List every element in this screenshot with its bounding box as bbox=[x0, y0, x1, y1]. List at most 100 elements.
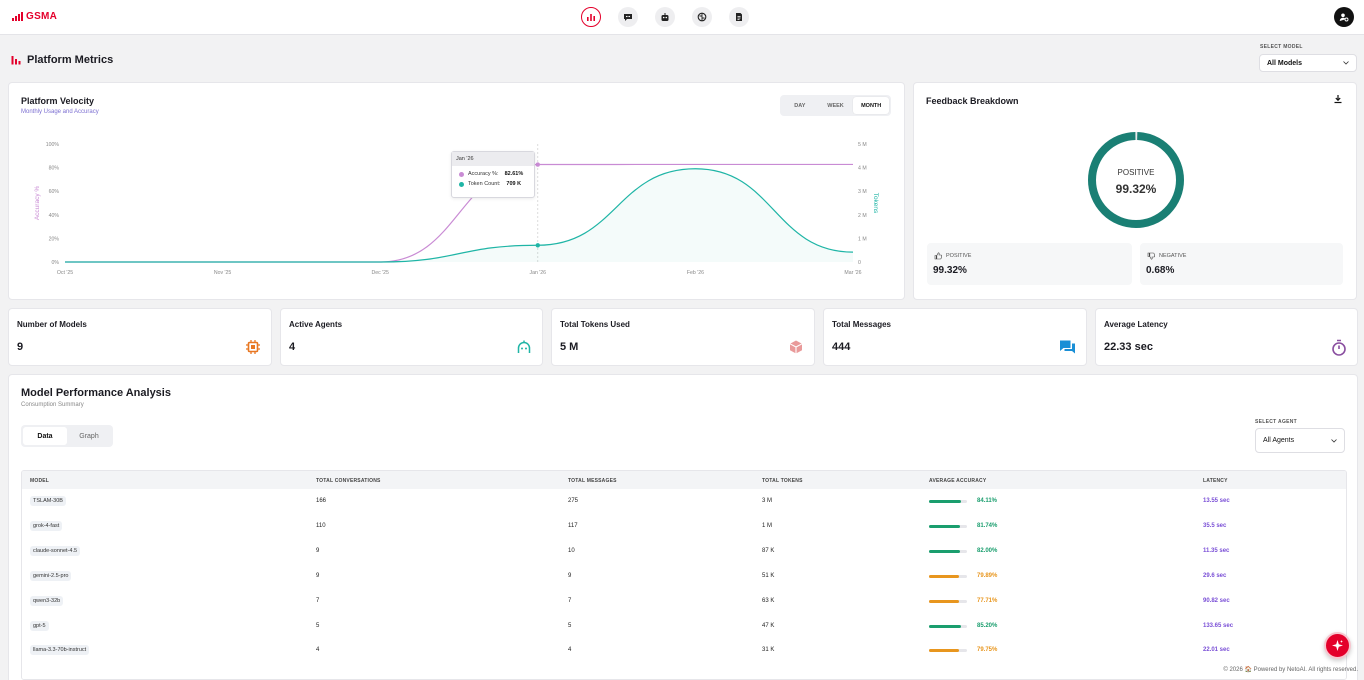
nav-chat[interactable] bbox=[618, 7, 638, 27]
tab-data[interactable]: Data bbox=[23, 427, 67, 445]
donut-center-value: 99.32% bbox=[1115, 182, 1157, 196]
column-header[interactable]: AVERAGE ACCURACY bbox=[929, 478, 987, 484]
cell-accuracy: 77.71% bbox=[977, 597, 998, 604]
analysis-card bbox=[8, 374, 1358, 680]
brain-icon bbox=[697, 12, 707, 22]
cube-icon bbox=[789, 340, 803, 354]
chip-icon bbox=[246, 340, 260, 354]
velocity-title: Platform Velocity bbox=[21, 96, 95, 106]
stat-card-agents: Active Agents 4 bbox=[280, 308, 543, 366]
sparkle-icon bbox=[1332, 640, 1343, 651]
nav-metrics[interactable] bbox=[581, 7, 601, 27]
tab-graph[interactable]: Graph bbox=[79, 432, 99, 440]
x-tick-label: Mar '26 bbox=[844, 270, 861, 276]
accuracy-bar-fill bbox=[929, 599, 959, 603]
column-header[interactable]: TOTAL MESSAGES bbox=[568, 478, 617, 484]
footer-text: © 2026 🏠 Powered by NetoAI. All rights r… bbox=[1223, 667, 1358, 673]
table-row[interactable]: qwen3-32b 7 7 63 K 77.71% 90.82 sec bbox=[22, 589, 1346, 614]
stat-value: 4 bbox=[289, 341, 296, 353]
cell-accuracy: 79.75% bbox=[977, 647, 998, 654]
stat-card-messages: Total Messages 444 bbox=[823, 308, 1087, 366]
metrics-icon bbox=[11, 56, 21, 65]
stat-value: 22.33 sec bbox=[1104, 341, 1153, 353]
range-week-button[interactable]: WEEK bbox=[827, 102, 844, 109]
range-day-button[interactable]: DAY bbox=[794, 102, 806, 109]
cell-accuracy: 85.20% bbox=[977, 622, 998, 629]
positive-tile: POSITIVE 99.32% bbox=[927, 243, 1132, 285]
ai-assistant-button[interactable] bbox=[1324, 632, 1351, 659]
accuracy-bar bbox=[929, 649, 967, 653]
accuracy-bar bbox=[929, 599, 967, 603]
range-month-button[interactable]: MONTH bbox=[853, 97, 890, 114]
gsma-logo[interactable]: GSMA bbox=[12, 11, 57, 22]
range-toggle: DAY WEEK MONTH bbox=[780, 95, 891, 116]
x-tick-label: Feb '26 bbox=[687, 270, 704, 276]
tooltip-tokens-label: Token Count: bbox=[468, 181, 501, 187]
y-left-tick-label: 80% bbox=[49, 166, 60, 172]
table-row[interactable]: gemini-2.5-pro 9 9 51 K 79.89% 29.6 sec bbox=[22, 564, 1346, 589]
download-icon[interactable] bbox=[1333, 94, 1343, 104]
y-right-tick-label: 5 M bbox=[858, 142, 867, 148]
velocity-chart[interactable]: 0% 20% 40% 60% 80% 100% 0 1 M 2 M 3 M 4 M 5 M Oct '2… bbox=[22, 136, 882, 278]
donut-positive-arc bbox=[1088, 132, 1184, 228]
model-select-value: All Models bbox=[1267, 59, 1303, 67]
series-area-tokens bbox=[65, 168, 853, 262]
tokens-point bbox=[535, 243, 540, 248]
agent-select[interactable]: All Agents bbox=[1255, 428, 1345, 453]
analysis-subtitle: Consumption Summary bbox=[21, 402, 84, 408]
footer: © 2026 🏠 Powered by NetoAI. All rights r… bbox=[1223, 666, 1358, 673]
stat-card-latency: Average Latency 22.33 sec bbox=[1095, 308, 1358, 366]
logo-bars-icon bbox=[12, 12, 23, 21]
positive-label-row: POSITIVE bbox=[934, 252, 971, 260]
table-header: MODEL TOTAL CONVERSATIONS TOTAL MESSAGES… bbox=[22, 471, 1346, 489]
y-left-tick-label: 20% bbox=[49, 236, 60, 242]
y-left-tick-label: 0% bbox=[52, 260, 60, 266]
stat-title: Total Messages bbox=[832, 320, 891, 329]
y-right-tick-label: 1 M bbox=[858, 236, 867, 242]
accuracy-bar-fill bbox=[929, 649, 960, 653]
table-row[interactable]: llama-3.3-70b-instruct 4 4 31 K 79.75% 22.01 … bbox=[22, 638, 1346, 663]
model-name-badge: llama-3.3-70b-instruct bbox=[30, 645, 90, 656]
model-select[interactable]: All Models bbox=[1259, 54, 1357, 72]
accuracy-bar bbox=[929, 574, 967, 578]
table-row[interactable]: grok-4-fast 110 117 1 M 81.74% 35.5 sec bbox=[22, 514, 1346, 539]
tooltip-tokens-row: Token Count: 709 K bbox=[452, 177, 534, 187]
y-left-tick-label: 40% bbox=[49, 213, 60, 219]
negative-value: 0.68% bbox=[1146, 265, 1175, 276]
column-header[interactable]: MODEL bbox=[30, 478, 50, 484]
agent-select-label: SELECT AGENT bbox=[1255, 419, 1298, 425]
cell-latency: 133.65 sec bbox=[1203, 622, 1234, 629]
accuracy-bar bbox=[929, 624, 967, 628]
chevron-down-icon bbox=[1331, 438, 1337, 443]
cell-latency: 22.01 sec bbox=[1203, 647, 1230, 654]
stat-value: 5 M bbox=[560, 341, 579, 353]
model-name-badge: gpt-5 bbox=[30, 620, 49, 631]
nav-docs[interactable] bbox=[729, 7, 749, 27]
positive-value: 99.32% bbox=[933, 265, 967, 276]
tooltip-accuracy-label: Accuracy %: bbox=[468, 171, 499, 177]
column-header[interactable]: LATENCY bbox=[1203, 478, 1228, 484]
chart-tooltip: Jan '26 Accuracy %: 82.61% Token Count: … bbox=[451, 151, 535, 198]
cell-accuracy: 81.74% bbox=[977, 522, 998, 529]
main-nav bbox=[581, 7, 749, 27]
column-header[interactable]: TOTAL TOKENS bbox=[762, 478, 803, 484]
column-header[interactable]: TOTAL CONVERSATIONS bbox=[316, 478, 381, 484]
cell-tokens: 31 K bbox=[762, 647, 775, 654]
chat-bubble-icon bbox=[624, 14, 632, 21]
nav-agents[interactable] bbox=[655, 7, 675, 27]
tooltip-accuracy-row: Accuracy %: 82.61% bbox=[452, 166, 534, 177]
donut-center-label: POSITIVE bbox=[1117, 168, 1155, 177]
cell-conversations: 110 bbox=[316, 522, 326, 529]
user-settings-button[interactable] bbox=[1334, 7, 1354, 27]
cell-conversations: 7 bbox=[316, 597, 320, 604]
x-tick-label: Dec '25 bbox=[371, 270, 389, 276]
table-row[interactable]: claude-sonnet-4.5 9 10 87 K 82.00% 11.35 sec bbox=[22, 539, 1346, 564]
scroll-fade bbox=[22, 668, 1346, 679]
model-name-badge: grok-4-fast bbox=[30, 520, 63, 531]
cell-latency: 90.82 sec bbox=[1203, 597, 1230, 604]
nav-models[interactable] bbox=[692, 7, 712, 27]
accuracy-bar bbox=[929, 549, 967, 553]
cell-latency: 35.5 sec bbox=[1203, 522, 1227, 529]
table-row[interactable]: TSLAM-30B 166 275 3 M 84.11% 13.55 sec bbox=[22, 489, 1346, 514]
table-row[interactable]: gpt-5 5 5 47 K 85.20% 133.65 sec bbox=[22, 614, 1346, 639]
